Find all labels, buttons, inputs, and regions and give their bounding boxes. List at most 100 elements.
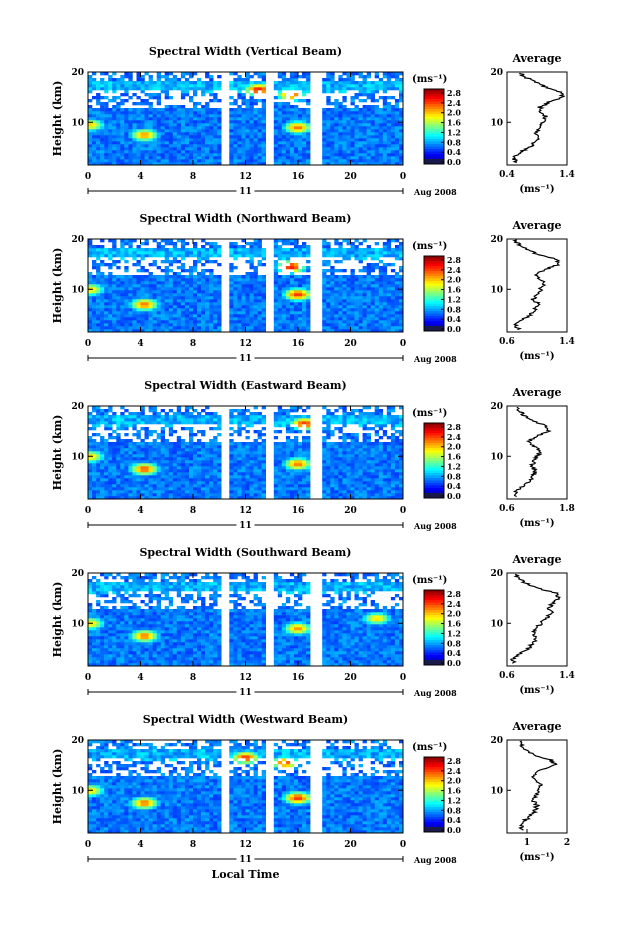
- heatmap-cell: [306, 72, 311, 76]
- heatmap-cell: [217, 415, 222, 419]
- heatmap-cell: [306, 290, 311, 294]
- heatmap-cell: [148, 102, 153, 106]
- heatmap-cell: [394, 126, 400, 130]
- heatmap-cell: [394, 159, 400, 163]
- heatmap-cell: [108, 287, 113, 291]
- heatmap-cell: [382, 105, 388, 109]
- heatmap-cell: [205, 72, 210, 76]
- heatmap-cell: [326, 293, 331, 297]
- heatmap-cell: [197, 132, 202, 136]
- heatmap-cell: [253, 478, 258, 482]
- heatmap-cell: [193, 311, 198, 315]
- heatmap-cell: [350, 129, 355, 133]
- heatmap-cell: [330, 102, 335, 106]
- heatmap-cell: [148, 329, 153, 333]
- heatmap-cell: [322, 248, 327, 252]
- heatmap-cell: [273, 302, 279, 306]
- heatmap-cell: [172, 245, 178, 249]
- heatmap-cell: [273, 105, 279, 109]
- heatmap-cell: [88, 156, 93, 160]
- heatmap-cell: [358, 114, 363, 118]
- heatmap-cell: [96, 418, 101, 422]
- heatmap-cell: [213, 493, 218, 497]
- heatmap-cell: [140, 153, 145, 157]
- heatmap-cell: [237, 126, 242, 130]
- heatmap-cell: [100, 302, 105, 306]
- heatmap-cell: [193, 93, 198, 97]
- heatmap-cell: [96, 251, 101, 255]
- heatmap-cell: [193, 260, 198, 264]
- heatmap-cell: [366, 150, 371, 154]
- heatmap-cell: [330, 138, 335, 142]
- heatmap-cell: [209, 117, 214, 121]
- heatmap-cell: [346, 302, 351, 306]
- heatmap-cell: [104, 311, 109, 315]
- heatmap-cell: [104, 326, 109, 330]
- heatmap-cell: [156, 472, 161, 476]
- heatmap-cell: [132, 487, 137, 491]
- heatmap-cell: [257, 490, 262, 494]
- heatmap-cell: [100, 481, 105, 485]
- heatmap-cell: [108, 162, 113, 166]
- heatmap-cell: [249, 481, 254, 485]
- heatmap-cell: [249, 448, 254, 452]
- heatmap-cell: [322, 162, 327, 166]
- heatmap-cell: [253, 490, 258, 494]
- heatmap-cell: [189, 487, 194, 491]
- heatmap-cell: [136, 108, 141, 112]
- heatmap-cell: [152, 496, 157, 500]
- heatmap-cell: [168, 126, 174, 130]
- heatmap-cell: [217, 159, 222, 163]
- heatmap-cell: [172, 117, 178, 121]
- heatmap-cell: [277, 129, 283, 133]
- heatmap-cell: [164, 96, 169, 100]
- heatmap-cell: [156, 75, 161, 79]
- heatmap-cell: [233, 454, 238, 458]
- heatmap-cell: [334, 284, 339, 288]
- heatmap-cell: [342, 150, 347, 154]
- heatmap-cell: [104, 263, 109, 267]
- heatmap-cell: [132, 418, 137, 422]
- heatmap-cell: [180, 147, 186, 151]
- heatmap-cell: [342, 147, 347, 151]
- heatmap-cell: [112, 81, 117, 85]
- heatmap-cell: [253, 150, 258, 154]
- heatmap-cell: [322, 284, 327, 288]
- heatmap-cell: [100, 469, 105, 473]
- heatmap-cell: [213, 138, 218, 142]
- heatmap-cell: [386, 263, 392, 267]
- heatmap-cell: [193, 135, 198, 139]
- heatmap-cell: [120, 412, 125, 416]
- heatmap-cell: [172, 463, 178, 467]
- heatmap-cell: [399, 150, 404, 154]
- colorbar-segment: [424, 101, 444, 105]
- heatmap-cell: [128, 123, 133, 127]
- heatmap-cell: [334, 299, 339, 303]
- heatmap-cell: [362, 329, 367, 333]
- heatmap-cell: [249, 472, 254, 476]
- heatmap-cell: [249, 484, 254, 488]
- heatmap-cell: [120, 323, 125, 327]
- heatmap-cell: [229, 84, 234, 88]
- heatmap-cell: [257, 87, 262, 91]
- heatmap-cell: [386, 299, 392, 303]
- heatmap-cell: [350, 248, 355, 252]
- heatmap-cell: [160, 439, 165, 443]
- y-tick-label: 10: [71, 118, 84, 128]
- heatmap-cell: [148, 275, 153, 279]
- heatmap-cell: [140, 466, 145, 470]
- heatmap-cell: [294, 245, 299, 249]
- heatmap-cell: [209, 448, 214, 452]
- heatmap-cell: [176, 272, 182, 276]
- heatmap-cell: [285, 290, 291, 294]
- heatmap-cell: [229, 317, 234, 321]
- heatmap-cell: [342, 290, 347, 294]
- heatmap-cell: [132, 153, 137, 157]
- heatmap-cell: [277, 144, 283, 148]
- heatmap-cell: [128, 484, 133, 488]
- colorbar-segment: [424, 316, 444, 319]
- heatmap-cell: [168, 314, 174, 318]
- heatmap-cell: [168, 114, 174, 118]
- heatmap-cell: [176, 317, 182, 321]
- heatmap-cell: [124, 326, 129, 330]
